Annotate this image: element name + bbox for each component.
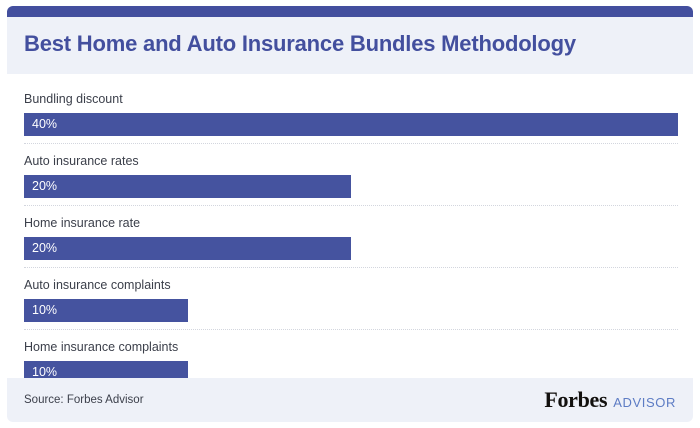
brand-wordmark-advisor: ADVISOR bbox=[613, 395, 676, 410]
bar-row: Auto insurance rates 20% bbox=[24, 154, 678, 206]
bar-track: 20% bbox=[24, 237, 678, 260]
forbes-advisor-logo: Forbes ADVISOR bbox=[544, 389, 676, 411]
bar-value-label: 10% bbox=[32, 365, 58, 380]
bar-value-label: 20% bbox=[32, 241, 58, 256]
bar-value-label: 40% bbox=[32, 117, 58, 132]
accent-bar bbox=[7, 6, 693, 17]
bar-category-label: Auto insurance complaints bbox=[24, 278, 171, 292]
bar-value-label: 10% bbox=[32, 303, 58, 318]
bar-track: 40% bbox=[24, 113, 678, 136]
bar-category-label: Home insurance rate bbox=[24, 216, 141, 230]
bar-fill: 20% bbox=[24, 237, 351, 260]
bar-value-label: 20% bbox=[32, 179, 58, 194]
bar-fill: 40% bbox=[24, 113, 678, 136]
bar-fill: 10% bbox=[24, 299, 188, 322]
bar-track: 10% bbox=[24, 299, 678, 322]
bar-row: Bundling discount 40% bbox=[24, 92, 678, 144]
source-note: Source: Forbes Advisor bbox=[24, 394, 144, 406]
bar-track: 20% bbox=[24, 175, 678, 198]
chart-footer: Source: Forbes Advisor Forbes ADVISOR bbox=[7, 378, 693, 422]
bar-row: Auto insurance complaints 10% bbox=[24, 278, 678, 330]
brand-wordmark-forbes: Forbes bbox=[544, 387, 608, 412]
bar-category-label: Auto insurance rates bbox=[24, 154, 139, 168]
bar-fill: 20% bbox=[24, 175, 351, 198]
bar-chart-plot: Bundling discount 40% Auto insurance rat… bbox=[24, 92, 678, 391]
page-title: Best Home and Auto Insurance Bundles Met… bbox=[24, 31, 576, 56]
header-band: Best Home and Auto Insurance Bundles Met… bbox=[7, 17, 693, 75]
bar-row: Home insurance rate 20% bbox=[24, 216, 678, 268]
bar-category-label: Home insurance complaints bbox=[24, 340, 179, 354]
chart-header: Best Home and Auto Insurance Bundles Met… bbox=[7, 6, 693, 75]
bar-category-label: Bundling discount bbox=[24, 92, 123, 106]
